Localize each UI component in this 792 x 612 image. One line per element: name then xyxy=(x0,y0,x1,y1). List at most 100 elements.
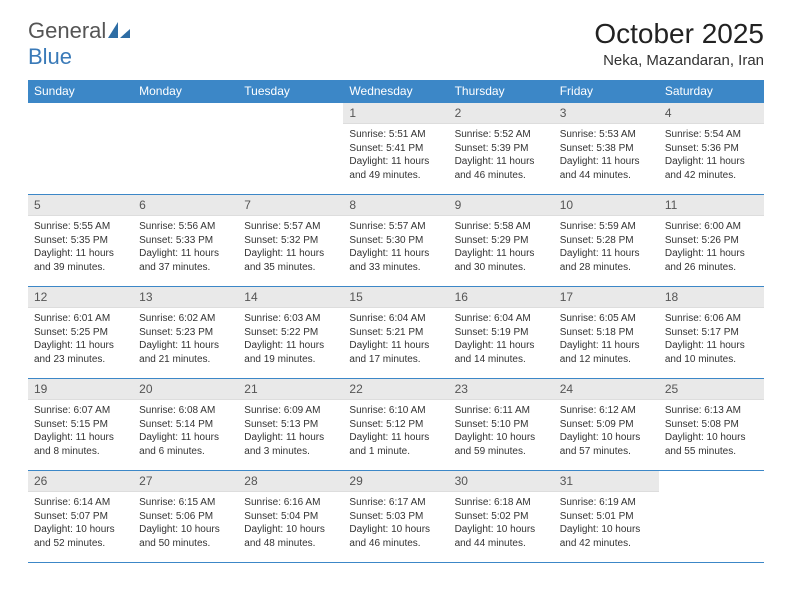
calendar-day: 27Sunrise: 6:15 AMSunset: 5:06 PMDayligh… xyxy=(133,471,238,563)
day-data: Sunrise: 6:10 AMSunset: 5:12 PMDaylight:… xyxy=(343,400,448,462)
day-number: 6 xyxy=(133,195,238,216)
title-block: October 2025 Neka, Mazandaran, Iran xyxy=(594,18,764,69)
day-number: 13 xyxy=(133,287,238,308)
day-number: 19 xyxy=(28,379,133,400)
day-data: Sunrise: 5:55 AMSunset: 5:35 PMDaylight:… xyxy=(28,216,133,278)
calendar-day: 6Sunrise: 5:56 AMSunset: 5:33 PMDaylight… xyxy=(133,195,238,287)
calendar-day: 20Sunrise: 6:08 AMSunset: 5:14 PMDayligh… xyxy=(133,379,238,471)
day-data: Sunrise: 6:04 AMSunset: 5:21 PMDaylight:… xyxy=(343,308,448,370)
day-number: 8 xyxy=(343,195,448,216)
day-number: 4 xyxy=(659,103,764,124)
day-number: 26 xyxy=(28,471,133,492)
calendar-day: 2Sunrise: 5:52 AMSunset: 5:39 PMDaylight… xyxy=(449,103,554,195)
header: General Blue October 2025 Neka, Mazandar… xyxy=(28,18,764,70)
dayname-row: SundayMondayTuesdayWednesdayThursdayFrid… xyxy=(28,80,764,103)
calendar-table: SundayMondayTuesdayWednesdayThursdayFrid… xyxy=(28,80,764,563)
calendar-day: 23Sunrise: 6:11 AMSunset: 5:10 PMDayligh… xyxy=(449,379,554,471)
month-title: October 2025 xyxy=(594,18,764,50)
dayname-header: Tuesday xyxy=(238,80,343,103)
day-number: 31 xyxy=(554,471,659,492)
dayname-header: Thursday xyxy=(449,80,554,103)
day-number: 21 xyxy=(238,379,343,400)
day-number: 11 xyxy=(659,195,764,216)
calendar-week: 26Sunrise: 6:14 AMSunset: 5:07 PMDayligh… xyxy=(28,471,764,563)
day-data: Sunrise: 5:59 AMSunset: 5:28 PMDaylight:… xyxy=(554,216,659,278)
day-number: 2 xyxy=(449,103,554,124)
calendar-day: .. xyxy=(28,103,133,195)
day-number: 14 xyxy=(238,287,343,308)
dayname-header: Wednesday xyxy=(343,80,448,103)
day-number: 27 xyxy=(133,471,238,492)
calendar-day: 8Sunrise: 5:57 AMSunset: 5:30 PMDaylight… xyxy=(343,195,448,287)
day-number: 23 xyxy=(449,379,554,400)
calendar-day: .. xyxy=(659,471,764,563)
day-number: 22 xyxy=(343,379,448,400)
day-number: 30 xyxy=(449,471,554,492)
day-number: 5 xyxy=(28,195,133,216)
day-data: Sunrise: 6:02 AMSunset: 5:23 PMDaylight:… xyxy=(133,308,238,370)
calendar-day: 3Sunrise: 5:53 AMSunset: 5:38 PMDaylight… xyxy=(554,103,659,195)
logo: General Blue xyxy=(28,18,130,70)
day-number: 28 xyxy=(238,471,343,492)
day-number: 15 xyxy=(343,287,448,308)
day-data: Sunrise: 6:16 AMSunset: 5:04 PMDaylight:… xyxy=(238,492,343,554)
calendar-day: 4Sunrise: 5:54 AMSunset: 5:36 PMDaylight… xyxy=(659,103,764,195)
day-data: Sunrise: 6:04 AMSunset: 5:19 PMDaylight:… xyxy=(449,308,554,370)
day-data: Sunrise: 6:18 AMSunset: 5:02 PMDaylight:… xyxy=(449,492,554,554)
calendar-week: 5Sunrise: 5:55 AMSunset: 5:35 PMDaylight… xyxy=(28,195,764,287)
logo-text: General Blue xyxy=(28,18,130,70)
logo-part2: Blue xyxy=(28,44,72,69)
day-number: 7 xyxy=(238,195,343,216)
calendar-week: ......1Sunrise: 5:51 AMSunset: 5:41 PMDa… xyxy=(28,103,764,195)
calendar-day: 7Sunrise: 5:57 AMSunset: 5:32 PMDaylight… xyxy=(238,195,343,287)
calendar-day: 22Sunrise: 6:10 AMSunset: 5:12 PMDayligh… xyxy=(343,379,448,471)
day-number: 10 xyxy=(554,195,659,216)
calendar-day: 31Sunrise: 6:19 AMSunset: 5:01 PMDayligh… xyxy=(554,471,659,563)
calendar-day: 13Sunrise: 6:02 AMSunset: 5:23 PMDayligh… xyxy=(133,287,238,379)
calendar-day: 18Sunrise: 6:06 AMSunset: 5:17 PMDayligh… xyxy=(659,287,764,379)
calendar-day: 14Sunrise: 6:03 AMSunset: 5:22 PMDayligh… xyxy=(238,287,343,379)
calendar-week: 12Sunrise: 6:01 AMSunset: 5:25 PMDayligh… xyxy=(28,287,764,379)
calendar-day: .. xyxy=(238,103,343,195)
day-data: Sunrise: 6:09 AMSunset: 5:13 PMDaylight:… xyxy=(238,400,343,462)
day-data: Sunrise: 6:05 AMSunset: 5:18 PMDaylight:… xyxy=(554,308,659,370)
calendar-day: 10Sunrise: 5:59 AMSunset: 5:28 PMDayligh… xyxy=(554,195,659,287)
day-number: 29 xyxy=(343,471,448,492)
dayname-header: Friday xyxy=(554,80,659,103)
day-data: Sunrise: 5:51 AMSunset: 5:41 PMDaylight:… xyxy=(343,124,448,186)
day-data: Sunrise: 6:12 AMSunset: 5:09 PMDaylight:… xyxy=(554,400,659,462)
day-data: Sunrise: 6:14 AMSunset: 5:07 PMDaylight:… xyxy=(28,492,133,554)
calendar-day: 19Sunrise: 6:07 AMSunset: 5:15 PMDayligh… xyxy=(28,379,133,471)
day-data: Sunrise: 5:56 AMSunset: 5:33 PMDaylight:… xyxy=(133,216,238,278)
calendar-day: 28Sunrise: 6:16 AMSunset: 5:04 PMDayligh… xyxy=(238,471,343,563)
dayname-header: Sunday xyxy=(28,80,133,103)
day-number: 9 xyxy=(449,195,554,216)
day-number: 16 xyxy=(449,287,554,308)
day-number: 18 xyxy=(659,287,764,308)
logo-part1: General xyxy=(28,18,106,43)
day-data: Sunrise: 6:07 AMSunset: 5:15 PMDaylight:… xyxy=(28,400,133,462)
day-number: 20 xyxy=(133,379,238,400)
calendar-week: 19Sunrise: 6:07 AMSunset: 5:15 PMDayligh… xyxy=(28,379,764,471)
calendar-day: 21Sunrise: 6:09 AMSunset: 5:13 PMDayligh… xyxy=(238,379,343,471)
day-data: Sunrise: 6:11 AMSunset: 5:10 PMDaylight:… xyxy=(449,400,554,462)
day-data: Sunrise: 5:58 AMSunset: 5:29 PMDaylight:… xyxy=(449,216,554,278)
location: Neka, Mazandaran, Iran xyxy=(594,52,764,69)
calendar-day: 11Sunrise: 6:00 AMSunset: 5:26 PMDayligh… xyxy=(659,195,764,287)
dayname-header: Monday xyxy=(133,80,238,103)
calendar-day: 26Sunrise: 6:14 AMSunset: 5:07 PMDayligh… xyxy=(28,471,133,563)
calendar-day: 5Sunrise: 5:55 AMSunset: 5:35 PMDaylight… xyxy=(28,195,133,287)
calendar-day: 25Sunrise: 6:13 AMSunset: 5:08 PMDayligh… xyxy=(659,379,764,471)
calendar-day: 30Sunrise: 6:18 AMSunset: 5:02 PMDayligh… xyxy=(449,471,554,563)
day-number: 1 xyxy=(343,103,448,124)
calendar-body: ......1Sunrise: 5:51 AMSunset: 5:41 PMDa… xyxy=(28,103,764,563)
day-data: Sunrise: 6:06 AMSunset: 5:17 PMDaylight:… xyxy=(659,308,764,370)
calendar-day: 16Sunrise: 6:04 AMSunset: 5:19 PMDayligh… xyxy=(449,287,554,379)
day-number: 12 xyxy=(28,287,133,308)
day-data: Sunrise: 6:03 AMSunset: 5:22 PMDaylight:… xyxy=(238,308,343,370)
day-data: Sunrise: 5:54 AMSunset: 5:36 PMDaylight:… xyxy=(659,124,764,186)
day-data: Sunrise: 6:17 AMSunset: 5:03 PMDaylight:… xyxy=(343,492,448,554)
calendar-day: 1Sunrise: 5:51 AMSunset: 5:41 PMDaylight… xyxy=(343,103,448,195)
day-data: Sunrise: 5:53 AMSunset: 5:38 PMDaylight:… xyxy=(554,124,659,186)
day-data: Sunrise: 6:00 AMSunset: 5:26 PMDaylight:… xyxy=(659,216,764,278)
